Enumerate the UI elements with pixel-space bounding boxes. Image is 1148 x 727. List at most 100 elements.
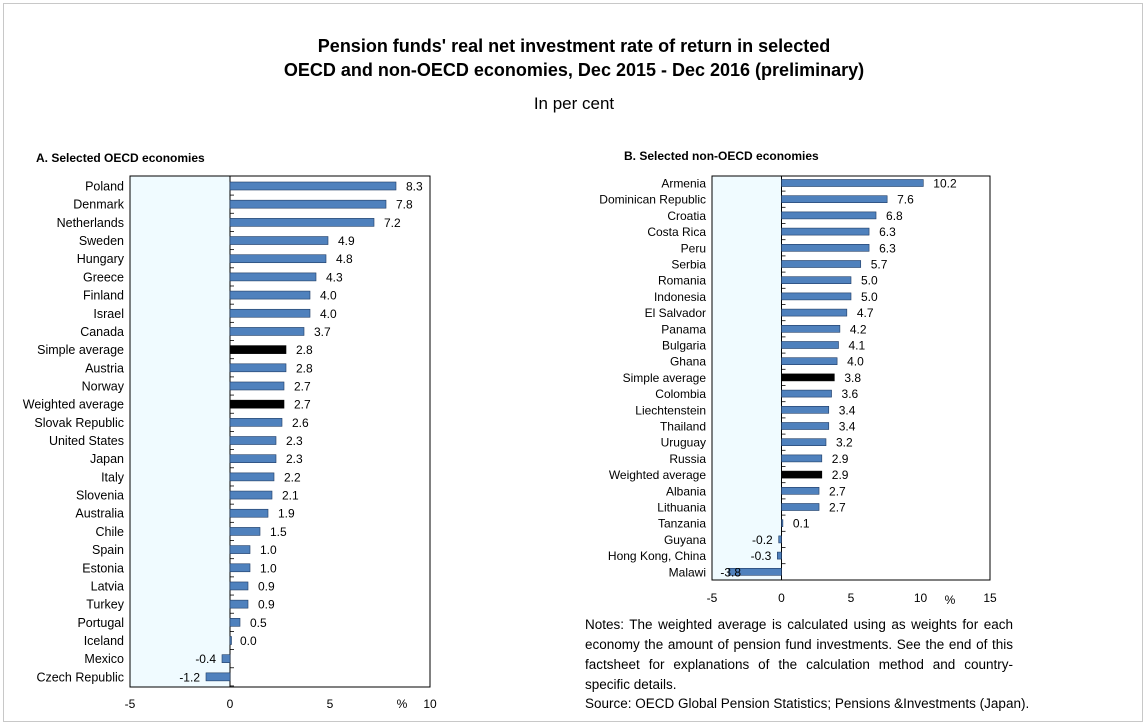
- category-label: Finland: [83, 289, 124, 303]
- panel-a: -5 0 5 10% Poland 8.3 Denmark 7.8 Netherlands 7.2…: [23, 175, 437, 711]
- category-label: Liechtenstein: [635, 403, 706, 417]
- plot-area-negative: [130, 176, 230, 687]
- x-tick-label: 10: [423, 697, 437, 711]
- source-text: Source: OECD Global Pension Statistics; …: [585, 696, 1030, 711]
- value-label: 4.0: [847, 355, 864, 369]
- value-label: 5.0: [861, 274, 878, 288]
- bar-albania: [781, 486, 820, 495]
- category-label: Mexico: [84, 652, 124, 666]
- bar-armenia: [781, 179, 924, 187]
- value-label: 1.9: [278, 507, 295, 521]
- value-label: 2.7: [294, 398, 311, 412]
- value-label: 4.0: [320, 307, 337, 321]
- bar-bulgaria: [781, 341, 839, 349]
- value-label: 6.8: [886, 209, 903, 223]
- value-label: 0.5: [250, 616, 267, 630]
- value-label: 0.1: [793, 517, 810, 531]
- notes-text: Notes: The weighted average is calculate…: [585, 617, 1013, 692]
- bar-netherlands: [229, 218, 375, 227]
- x-unit-label: %: [945, 593, 956, 607]
- category-label: Norway: [82, 379, 125, 393]
- bar-united-states: [229, 436, 277, 445]
- value-label: 6.3: [879, 241, 896, 255]
- bar-denmark: [229, 199, 387, 209]
- bar-russia: [781, 454, 823, 463]
- bar-hungary: [229, 254, 327, 264]
- value-label: 1.5: [270, 525, 287, 539]
- category-label: Bulgaria: [662, 339, 706, 353]
- bar-uruguay: [781, 438, 827, 447]
- category-label: Russia: [669, 452, 706, 466]
- category-label: Lithuania: [657, 501, 706, 515]
- chart-subtitle: In per cent: [533, 94, 615, 113]
- value-label: 3.8: [844, 371, 861, 385]
- x-tick-label: 15: [983, 591, 997, 605]
- value-label: 2.8: [296, 343, 313, 357]
- value-label: -0.3: [751, 549, 772, 563]
- category-label: Czech Republic: [36, 670, 124, 684]
- bar-romania: [781, 276, 852, 285]
- bar-portugal: [229, 618, 241, 627]
- category-label: Canada: [80, 325, 124, 339]
- bar-costa-rica: [781, 227, 870, 236]
- value-label: -3.8: [720, 565, 741, 579]
- bar-latvia: [229, 581, 249, 591]
- category-label: Slovak Republic: [34, 416, 124, 430]
- category-label: Colombia: [655, 387, 706, 401]
- value-label: 4.8: [336, 252, 353, 266]
- bar-canada: [229, 327, 305, 336]
- x-tick-label: 0: [227, 697, 234, 711]
- category-label: Simple average: [623, 371, 707, 385]
- value-label: -0.2: [752, 533, 773, 547]
- value-label: 2.9: [832, 468, 849, 482]
- value-label: 0.9: [258, 579, 275, 593]
- bar-lithuania: [781, 503, 820, 511]
- category-label: Albania: [666, 484, 706, 498]
- value-label: 2.8: [296, 361, 313, 375]
- bar-australia: [229, 508, 269, 518]
- category-label: Weighted average: [609, 468, 707, 482]
- category-label: Panama: [661, 322, 706, 336]
- value-label: 4.2: [850, 322, 867, 336]
- category-label: Latvia: [91, 579, 124, 593]
- bar-simple-average: [781, 373, 835, 382]
- value-label: -1.2: [179, 670, 200, 684]
- bar-estonia: [229, 563, 251, 573]
- bar-greece: [229, 272, 317, 282]
- bar-malawi: [728, 567, 782, 576]
- category-label: Estonia: [82, 561, 124, 575]
- category-label: Israel: [93, 307, 124, 321]
- category-label: Slovenia: [76, 489, 124, 503]
- category-label: Netherlands: [57, 216, 124, 230]
- panel-a-title: A. Selected OECD economies: [36, 151, 205, 165]
- bar-croatia: [781, 211, 877, 220]
- plot-area-negative: [712, 176, 782, 580]
- category-label: Sweden: [79, 234, 124, 248]
- category-label: Japan: [90, 452, 124, 466]
- value-label: 2.2: [284, 470, 301, 484]
- category-label: Peru: [681, 241, 706, 255]
- value-label: 8.3: [406, 180, 423, 194]
- value-label: 4.1: [848, 339, 865, 353]
- bar-turkey: [229, 599, 249, 609]
- bar-hong-kong-china: [777, 551, 782, 560]
- value-label: 7.6: [897, 193, 914, 207]
- category-label: Australia: [75, 507, 124, 521]
- value-label: 0.9: [258, 598, 275, 612]
- category-label: Simple average: [37, 343, 124, 357]
- figure-frame: [3, 3, 1143, 722]
- bar-indonesia: [781, 292, 852, 301]
- x-tick-label: -5: [125, 697, 136, 711]
- bar-tanzania: [781, 519, 784, 528]
- value-label: 2.7: [829, 501, 846, 515]
- bar-colombia: [781, 389, 832, 398]
- category-label: Austria: [85, 361, 124, 375]
- value-label: 5.7: [871, 258, 888, 272]
- category-label: Serbia: [671, 258, 706, 272]
- bar-slovenia: [229, 490, 273, 500]
- value-label: 3.7: [314, 325, 331, 339]
- bar-japan: [229, 454, 277, 464]
- bar-chile: [229, 527, 261, 536]
- bar-weighted-average: [229, 399, 285, 409]
